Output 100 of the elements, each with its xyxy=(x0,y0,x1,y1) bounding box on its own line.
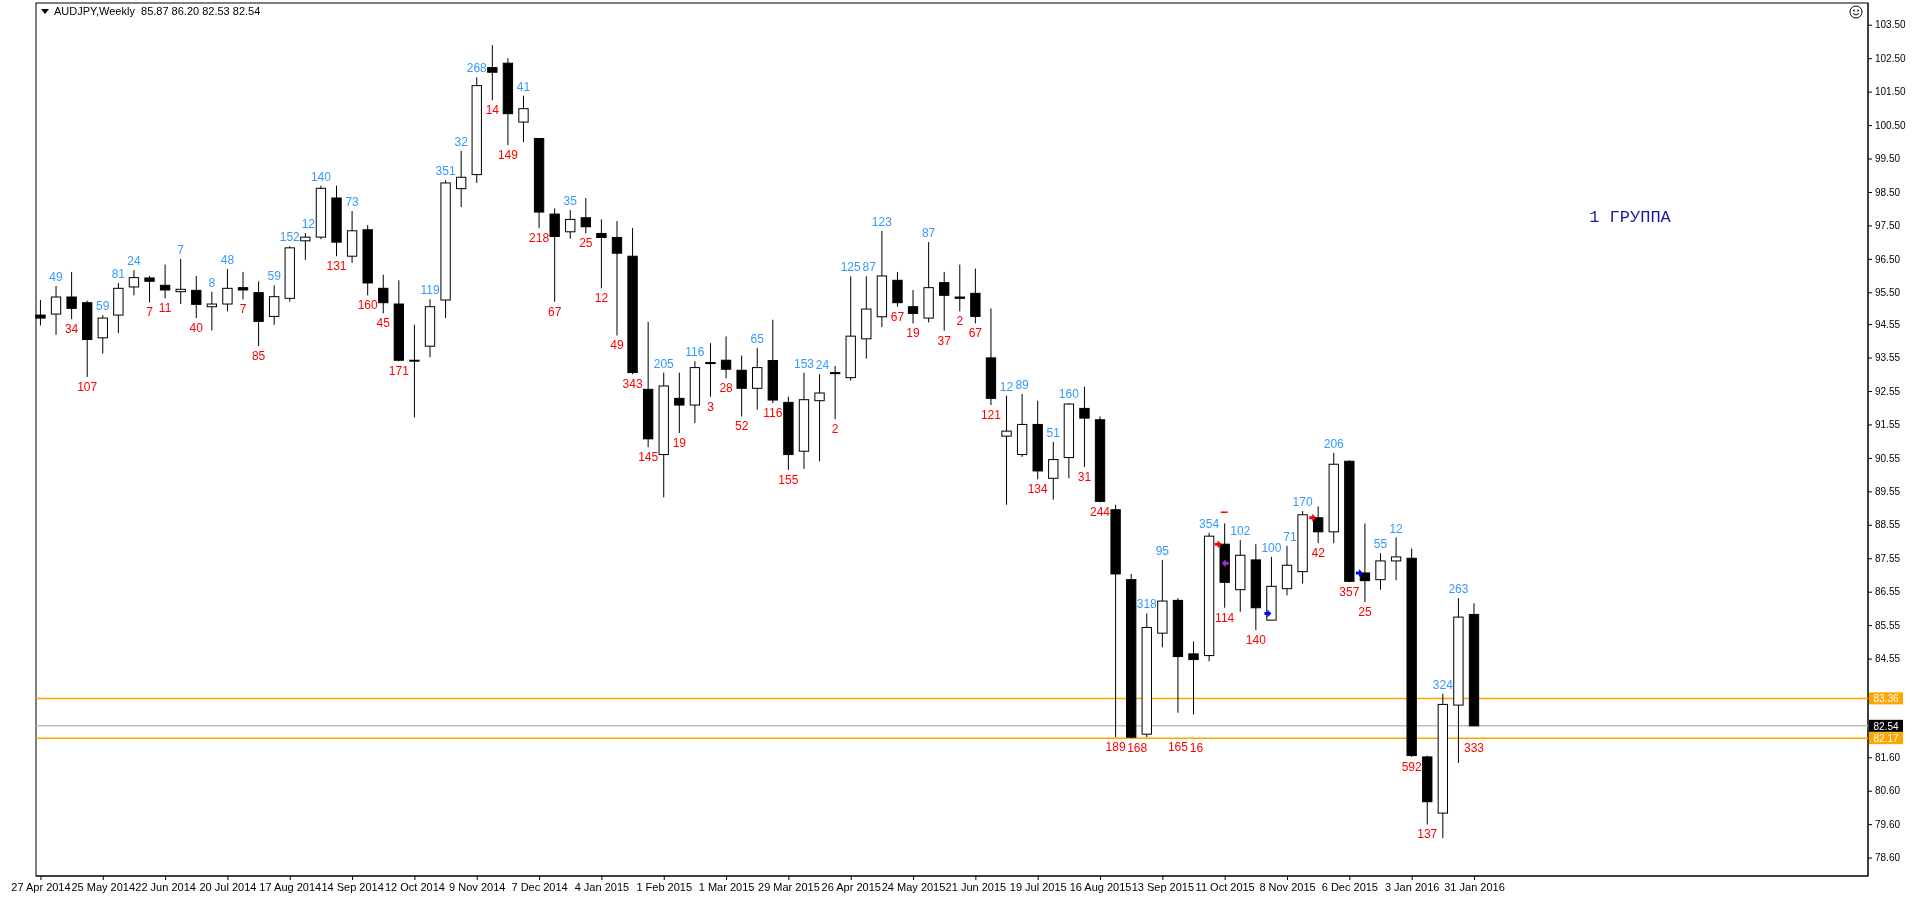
y-tick-label: 80.60 xyxy=(1875,785,1901,797)
annotation: 244 xyxy=(1090,505,1111,520)
candlestick xyxy=(237,271,249,300)
y-tick-label: 89.55 xyxy=(1875,486,1901,498)
annotation: 12 xyxy=(594,291,609,306)
annotation: 206 xyxy=(1323,436,1345,451)
annotation: 160 xyxy=(1058,387,1080,402)
candlestick xyxy=(814,373,825,462)
y-tick-label: 78.60 xyxy=(1875,852,1901,864)
annotation: 140 xyxy=(310,169,332,184)
candlestick xyxy=(455,150,467,208)
x-tick-label: 7 Dec 2014 xyxy=(511,880,568,893)
annotation: 2 xyxy=(831,422,839,437)
y-tick-label: 98.50 xyxy=(1875,186,1901,198)
annotation: 55 xyxy=(1373,537,1388,552)
candlestick xyxy=(705,342,716,398)
annotation: 67 xyxy=(890,309,905,324)
annotation: 81 xyxy=(111,266,126,281)
candlestick xyxy=(674,372,685,434)
x-tick-label: 19 Jul 2015 xyxy=(1009,880,1067,893)
annotation: 121 xyxy=(980,408,1002,423)
x-tick-label: 6 Dec 2015 xyxy=(1321,880,1378,893)
y-tick-label: 90.55 xyxy=(1875,452,1901,464)
annotation: 351 xyxy=(435,164,456,179)
annotation: 7 xyxy=(239,302,247,317)
annotation: 12 xyxy=(301,217,316,232)
candlestick xyxy=(378,274,389,314)
y-tick-label: 79.60 xyxy=(1875,818,1901,830)
annotation: 25 xyxy=(579,236,593,251)
y-tick-label: 88.55 xyxy=(1875,519,1901,531)
candlestick xyxy=(269,284,280,326)
annotation: 35 xyxy=(563,194,578,209)
annotation: 218 xyxy=(529,231,550,246)
annotation: 34 xyxy=(64,322,79,337)
x-tick-label: 26 Apr 2015 xyxy=(821,880,881,893)
annotation: 3 xyxy=(707,399,715,414)
candlestick xyxy=(954,264,965,312)
annotation: 45 xyxy=(376,316,391,331)
annotation: 149 xyxy=(497,148,519,163)
ref-line-label: 82.17 xyxy=(1873,733,1899,745)
candlestick xyxy=(829,365,841,420)
annotation: 205 xyxy=(653,356,675,371)
annotation: 67 xyxy=(968,326,983,341)
x-tick-label: 1 Mar 2015 xyxy=(698,880,755,893)
annotation: 37 xyxy=(937,333,952,348)
annotation: 73 xyxy=(345,195,360,210)
annotation: 145 xyxy=(638,450,659,465)
annotation: 102 xyxy=(1230,524,1251,539)
x-tick-label: 11 Oct 2015 xyxy=(1195,880,1255,893)
y-tick-label: 81.60 xyxy=(1875,751,1901,763)
annotation: 49 xyxy=(610,338,624,353)
annotation: 153 xyxy=(793,356,815,371)
candlestick xyxy=(144,275,155,303)
candlestick xyxy=(487,44,498,101)
annotation: 48 xyxy=(220,252,235,267)
y-tick-label: 99.50 xyxy=(1875,153,1901,165)
candlestick xyxy=(892,271,903,308)
x-tick-label: 12 Oct 2014 xyxy=(384,880,445,893)
annotation: 41 xyxy=(516,79,531,94)
x-tick-label: 25 May 2014 xyxy=(71,880,136,893)
annotation: 116 xyxy=(763,406,783,421)
annotation: 2 xyxy=(956,314,964,329)
x-tick-label: 29 Mar 2015 xyxy=(758,880,820,893)
annotation: 87 xyxy=(862,260,877,275)
annotation: 7 xyxy=(146,305,154,320)
x-tick-label: 14 Sep 2014 xyxy=(321,880,384,893)
x-tick-label: 8 Nov 2015 xyxy=(1259,880,1316,893)
annotation: 134 xyxy=(1027,482,1049,497)
annotation: 49 xyxy=(49,269,64,284)
annotation: 14 xyxy=(485,103,500,118)
annotation: 171 xyxy=(388,364,410,379)
annotation: 11 xyxy=(158,301,172,316)
annotation: 89 xyxy=(1015,378,1030,393)
candlestick xyxy=(1079,386,1090,468)
y-tick-label: 87.55 xyxy=(1875,552,1901,564)
annotation: 123 xyxy=(871,214,893,229)
annotation: 19 xyxy=(672,436,687,451)
candlestick xyxy=(611,220,623,336)
candlestick xyxy=(565,209,576,240)
x-tick-label: 16 Aug 2015 xyxy=(1069,880,1132,893)
x-tick-label: 9 Nov 2014 xyxy=(449,880,506,893)
annotation: 95 xyxy=(1155,543,1170,558)
candlestick xyxy=(1281,545,1293,596)
annotation: 333 xyxy=(1463,741,1485,756)
y-tick-label: 101.50 xyxy=(1875,86,1907,98)
candlestick xyxy=(1188,641,1199,715)
annotation: 189 xyxy=(1105,740,1126,755)
chart-title: AUDJPY,Weekly 85.87 86.20 82.53 82.54 xyxy=(54,5,261,17)
annotation: 87 xyxy=(921,226,936,241)
candlestick xyxy=(222,268,233,312)
candlestick xyxy=(159,264,171,299)
annotation: 125 xyxy=(840,260,862,275)
annotation: 168 xyxy=(1127,741,1148,756)
x-tick-label: 22 Jun 2014 xyxy=(135,880,196,893)
y-tick-label: 93.55 xyxy=(1875,352,1901,364)
annotation: 19 xyxy=(906,326,921,341)
annotation: 8 xyxy=(208,275,216,290)
annotation: 107 xyxy=(77,379,98,394)
candlestick xyxy=(907,289,919,324)
annotation: 25 xyxy=(1358,605,1372,620)
